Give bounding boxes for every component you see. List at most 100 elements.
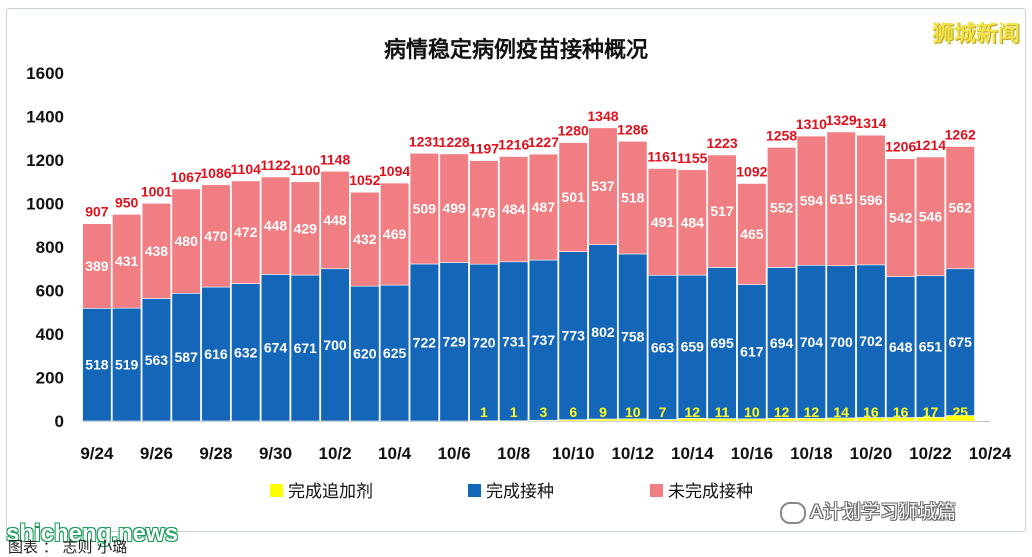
fully-vaccinated-value-label: 663 xyxy=(651,339,675,355)
y-tick-label: 800 xyxy=(36,238,64,257)
total-value-label: 1258 xyxy=(766,127,797,143)
bar-not-fully-vaccinated xyxy=(528,153,559,261)
y-tick-label: 400 xyxy=(36,325,64,344)
bar-not-fully-vaccinated xyxy=(260,176,291,275)
booster-value-label: 10 xyxy=(625,404,641,420)
bar-not-fully-vaccinated xyxy=(350,191,380,287)
bar-fully-vaccinated xyxy=(528,259,559,421)
fully-vaccinated-value-label: 722 xyxy=(413,334,437,350)
y-tick-label: 0 xyxy=(55,412,64,431)
fully-vaccinated-value-label: 695 xyxy=(710,335,734,351)
fully-vaccinated-value-label: 616 xyxy=(204,346,228,362)
x-tick-label: 10/6 xyxy=(438,444,471,463)
chart-title: 病情稳定病例疫苗接种概况 xyxy=(384,37,648,63)
not-fully-vaccinated-value-label: 517 xyxy=(710,203,734,219)
bar-fully-vaccinated xyxy=(260,274,291,422)
booster-value-label: 1 xyxy=(480,404,488,420)
not-fully-vaccinated-value-label: 491 xyxy=(651,214,675,230)
bar-not-fully-vaccinated xyxy=(886,158,916,277)
total-value-label: 1086 xyxy=(200,165,231,181)
not-fully-vaccinated-value-label: 487 xyxy=(532,199,556,215)
total-value-label: 1094 xyxy=(379,163,410,179)
x-tick-label: 10/4 xyxy=(378,444,412,463)
bar-fully-vaccinated xyxy=(350,285,380,422)
bar-fully-vaccinated xyxy=(618,253,648,420)
bar-fully-vaccinated xyxy=(201,286,231,422)
not-fully-vaccinated-value-label: 518 xyxy=(621,190,645,206)
booster-value-label: 12 xyxy=(774,404,790,420)
total-value-label: 1280 xyxy=(558,123,589,139)
bar-not-fully-vaccinated xyxy=(737,183,767,285)
total-value-label: 1092 xyxy=(736,163,767,179)
bar-not-fully-vaccinated xyxy=(290,181,320,276)
total-value-label: 1100 xyxy=(290,162,321,178)
x-tick-label: 10/2 xyxy=(319,444,352,463)
not-fully-vaccinated-value-label: 562 xyxy=(949,200,973,216)
site-watermark: shicheng.news xyxy=(6,520,179,547)
not-fully-vaccinated-value-label: 542 xyxy=(889,210,913,226)
total-value-label: 1122 xyxy=(260,157,291,173)
not-fully-vaccinated-value-label: 389 xyxy=(85,258,109,274)
not-fully-vaccinated-value-label: 546 xyxy=(919,208,943,224)
not-fully-vaccinated-value-label: 432 xyxy=(353,231,377,247)
fully-vaccinated-value-label: 519 xyxy=(115,357,139,373)
bar-fully-vaccinated xyxy=(826,265,856,419)
total-value-label: 1001 xyxy=(141,183,172,199)
fully-vaccinated-value-label: 773 xyxy=(562,328,586,344)
bar-not-fully-vaccinated xyxy=(380,182,410,286)
x-tick-label: 10/18 xyxy=(790,444,833,463)
booster-value-label: 12 xyxy=(804,404,820,420)
y-tick-label: 600 xyxy=(36,282,64,301)
fully-vaccinated-value-label: 731 xyxy=(502,333,526,349)
fully-vaccinated-value-label: 620 xyxy=(353,346,377,362)
bar-fully-vaccinated xyxy=(707,267,737,419)
not-fully-vaccinated-value-label: 499 xyxy=(442,200,466,216)
total-value-label: 1052 xyxy=(349,172,380,188)
fully-vaccinated-value-label: 674 xyxy=(264,340,288,356)
total-value-label: 1161 xyxy=(647,148,678,164)
total-value-label: 1104 xyxy=(231,161,262,177)
booster-value-label: 12 xyxy=(685,404,701,420)
bar-not-fully-vaccinated xyxy=(231,180,261,284)
bar-not-fully-vaccinated xyxy=(141,202,172,299)
fully-vaccinated-value-label: 563 xyxy=(145,352,169,368)
total-value-label: 950 xyxy=(115,194,139,210)
bar-fully-vaccinated xyxy=(231,283,261,422)
total-value-label: 1206 xyxy=(885,139,916,155)
not-fully-vaccinated-value-label: 431 xyxy=(115,253,139,269)
legend-swatch xyxy=(468,484,481,497)
x-tick-label: 10/12 xyxy=(611,444,654,463)
total-value-label: 1197 xyxy=(469,141,500,157)
total-value-label: 1155 xyxy=(677,150,708,166)
wechat-icon xyxy=(780,501,806,524)
fully-vaccinated-value-label: 648 xyxy=(889,339,913,355)
fully-vaccinated-value-label: 671 xyxy=(294,340,318,356)
account-watermark: A计划学习狮城篇 xyxy=(780,497,956,524)
fully-vaccinated-value-label: 625 xyxy=(383,345,407,361)
fully-vaccinated-value-label: 802 xyxy=(591,324,615,340)
x-tick-label: 10/8 xyxy=(497,444,530,463)
fully-vaccinated-value-label: 758 xyxy=(621,328,645,344)
booster-value-label: 6 xyxy=(569,404,577,420)
bar-not-fully-vaccinated xyxy=(826,131,856,267)
total-value-label: 1214 xyxy=(915,137,946,153)
bar-fully-vaccinated xyxy=(796,264,826,419)
bar-fully-vaccinated xyxy=(380,284,410,422)
bar-fully-vaccinated xyxy=(290,274,320,422)
bar-fully-vaccinated xyxy=(886,276,916,418)
bar-not-fully-vaccinated xyxy=(171,188,201,294)
x-tick-label: 9/28 xyxy=(199,444,232,463)
not-fully-vaccinated-value-label: 484 xyxy=(502,201,526,217)
booster-value-label: 14 xyxy=(833,404,849,420)
bar-fully-vaccinated xyxy=(558,251,588,420)
bar-not-fully-vaccinated xyxy=(677,169,707,276)
x-tick-label: 10/16 xyxy=(731,444,774,463)
bar-not-fully-vaccinated xyxy=(409,152,439,265)
y-tick-label: 200 xyxy=(36,369,64,388)
fully-vaccinated-value-label: 700 xyxy=(323,337,347,353)
total-value-label: 1227 xyxy=(528,134,559,150)
not-fully-vaccinated-value-label: 472 xyxy=(234,224,258,240)
bar-not-fully-vaccinated xyxy=(945,146,975,270)
bar-fully-vaccinated xyxy=(439,262,469,422)
fully-vaccinated-value-label: 587 xyxy=(175,349,199,365)
